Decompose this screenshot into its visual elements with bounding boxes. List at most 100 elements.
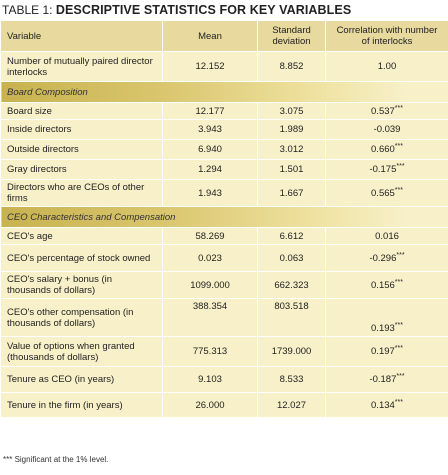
mean-cell: 3.943 bbox=[162, 119, 258, 140]
significance: *** bbox=[394, 278, 403, 286]
sd-cell: 1.501 bbox=[257, 159, 326, 180]
significance: *** bbox=[396, 162, 405, 170]
section-label: CEO Characteristics and Compensation bbox=[0, 206, 448, 228]
variable-cell: CEO's percentage of stock owned bbox=[0, 244, 163, 272]
data-row: CEO's age 58.269 6.612 0.016 bbox=[0, 227, 448, 245]
significance: *** bbox=[396, 251, 405, 259]
footnote: *** Significant at the 1% level. bbox=[3, 455, 109, 464]
variable-cell: CEO's age bbox=[0, 227, 163, 245]
title: TABLE 1: DESCRIPTIVE STATISTICS FOR KEY … bbox=[2, 3, 351, 17]
variable-cell: CEO's salary + bonus (in thousands of do… bbox=[0, 271, 163, 299]
mean-cell: 12.177 bbox=[162, 102, 258, 120]
sd-cell: 3.075 bbox=[257, 102, 326, 120]
correlation: -0.175 bbox=[369, 164, 397, 175]
mean-cell: 6.940 bbox=[162, 139, 258, 160]
corr-cell: -0.039 bbox=[325, 119, 448, 140]
header-cell: Mean bbox=[162, 20, 258, 52]
sd-cell: 803.518 bbox=[257, 298, 326, 337]
mean-cell: 58.269 bbox=[162, 227, 258, 245]
corr-cell: -0.175*** bbox=[325, 159, 448, 180]
sd-cell: 8.852 bbox=[257, 51, 326, 82]
mean-cell: 0.023 bbox=[162, 244, 258, 272]
corr-cell: 0.197*** bbox=[325, 336, 448, 367]
correlation: 0.134 bbox=[371, 399, 395, 411]
correlation: -0.039 bbox=[373, 124, 401, 135]
corr-cell: 0.134*** bbox=[325, 392, 448, 418]
variable-cell: Inside directors bbox=[0, 119, 163, 140]
data-row: CEO's other compensation (in thousands o… bbox=[0, 298, 448, 337]
header-row: Variable Mean Standard deviation Correlatio… bbox=[0, 20, 448, 52]
corr-cell: 0.016 bbox=[325, 227, 448, 245]
correlation: -0.187 bbox=[369, 374, 397, 385]
data-row: Gray directors 1.294 1.501 -0.175*** bbox=[0, 159, 448, 180]
corr-cell: 0.537*** bbox=[325, 102, 448, 120]
correlation: 0.197 bbox=[371, 346, 395, 357]
corr-cell: 0.156*** bbox=[325, 271, 448, 299]
sd-cell: 8.533 bbox=[257, 366, 326, 393]
correlation: 0.016 bbox=[375, 230, 399, 242]
variable-cell: Board size bbox=[0, 102, 163, 120]
significance: *** bbox=[394, 344, 403, 352]
variable-cell: Tenure in the firm (in years) bbox=[0, 392, 163, 418]
corr-cell: -0.296*** bbox=[325, 244, 448, 272]
data-row: Directors who are CEOs of other firms 1.9… bbox=[0, 179, 448, 207]
stats-table: Variable Mean Standard deviation Correlatio… bbox=[0, 20, 448, 418]
section-row: Board Composition bbox=[0, 81, 448, 103]
data-row: CEO's salary + bonus (in thousands of do… bbox=[0, 271, 448, 299]
significance: *** bbox=[394, 398, 403, 406]
header-cell: Correlation with number of interlocks bbox=[325, 20, 448, 52]
sd-cell: 1739.000 bbox=[257, 336, 326, 367]
data-row: Inside directors 3.943 1.989 -0.039 bbox=[0, 119, 448, 140]
data-row: Tenure in the firm (in years) 26.000 12.02… bbox=[0, 392, 448, 418]
variable-cell: Gray directors bbox=[0, 159, 163, 180]
sd-cell: 662.323 bbox=[257, 271, 326, 299]
corr-cell: 0.565*** bbox=[325, 179, 448, 207]
sd-cell: 0.063 bbox=[257, 244, 326, 272]
significance: *** bbox=[394, 142, 403, 150]
data-row: CEO's percentage of stock owned 0.023 0.06… bbox=[0, 244, 448, 272]
significance: *** bbox=[396, 372, 405, 380]
data-row: Board size 12.177 3.075 0.537*** bbox=[0, 102, 448, 120]
sd-cell: 1.989 bbox=[257, 119, 326, 140]
correlation: 0.537 bbox=[371, 105, 395, 117]
title-label: TABLE 1: bbox=[2, 3, 53, 17]
correlation: 0.156 bbox=[371, 279, 395, 291]
sd-cell: 12.027 bbox=[257, 392, 326, 418]
data-row: Outside directors 6.940 3.012 0.660*** bbox=[0, 139, 448, 160]
mean-cell: 9.103 bbox=[162, 366, 258, 393]
sd-cell: 3.012 bbox=[257, 139, 326, 160]
mean-cell: 1.943 bbox=[162, 179, 258, 207]
variable-cell: Value of options when granted (thousands… bbox=[0, 336, 163, 367]
mean-cell: 775.313 bbox=[162, 336, 258, 367]
variable-cell: Tenure as CEO (in years) bbox=[0, 366, 163, 393]
correlation: 0.660 bbox=[371, 144, 395, 155]
mean-cell: 388.354 bbox=[162, 298, 258, 337]
data-row: Number of mutually paired director inter… bbox=[0, 51, 448, 82]
correlation: 1.00 bbox=[377, 61, 397, 72]
section-label: Board Composition bbox=[0, 81, 448, 103]
significance: *** bbox=[394, 186, 403, 194]
mean-cell: 1.294 bbox=[162, 159, 258, 180]
data-row: Tenure as CEO (in years) 9.103 8.533 -0.187… bbox=[0, 366, 448, 393]
correlation: -0.296 bbox=[369, 252, 397, 264]
sd-cell: 6.612 bbox=[257, 227, 326, 245]
mean-cell: 1099.000 bbox=[162, 271, 258, 299]
significance: *** bbox=[394, 104, 403, 112]
variable-cell: Directors who are CEOs of other firms bbox=[0, 179, 163, 207]
title-text: DESCRIPTIVE STATISTICS FOR KEY VARIABLES bbox=[55, 3, 352, 17]
corr-cell: 1.00 bbox=[325, 51, 448, 82]
corr-cell: 0.193*** bbox=[325, 298, 448, 337]
corr-cell: 0.660*** bbox=[325, 139, 448, 160]
header-cell: Variable bbox=[0, 20, 163, 52]
mean-cell: 26.000 bbox=[162, 392, 258, 418]
data-row: Value of options when granted (thousands… bbox=[0, 336, 448, 367]
variable-cell: CEO's other compensation (in thousands o… bbox=[0, 298, 163, 337]
variable-cell: Number of mutually paired director inter… bbox=[0, 51, 163, 82]
sd-cell: 1.667 bbox=[257, 179, 326, 207]
correlation: 0.565 bbox=[371, 187, 395, 199]
corr-cell: -0.187*** bbox=[325, 366, 448, 393]
significance: *** bbox=[394, 321, 403, 329]
section-row: CEO Characteristics and Compensation bbox=[0, 206, 448, 228]
correlation: 0.193 bbox=[371, 323, 395, 334]
